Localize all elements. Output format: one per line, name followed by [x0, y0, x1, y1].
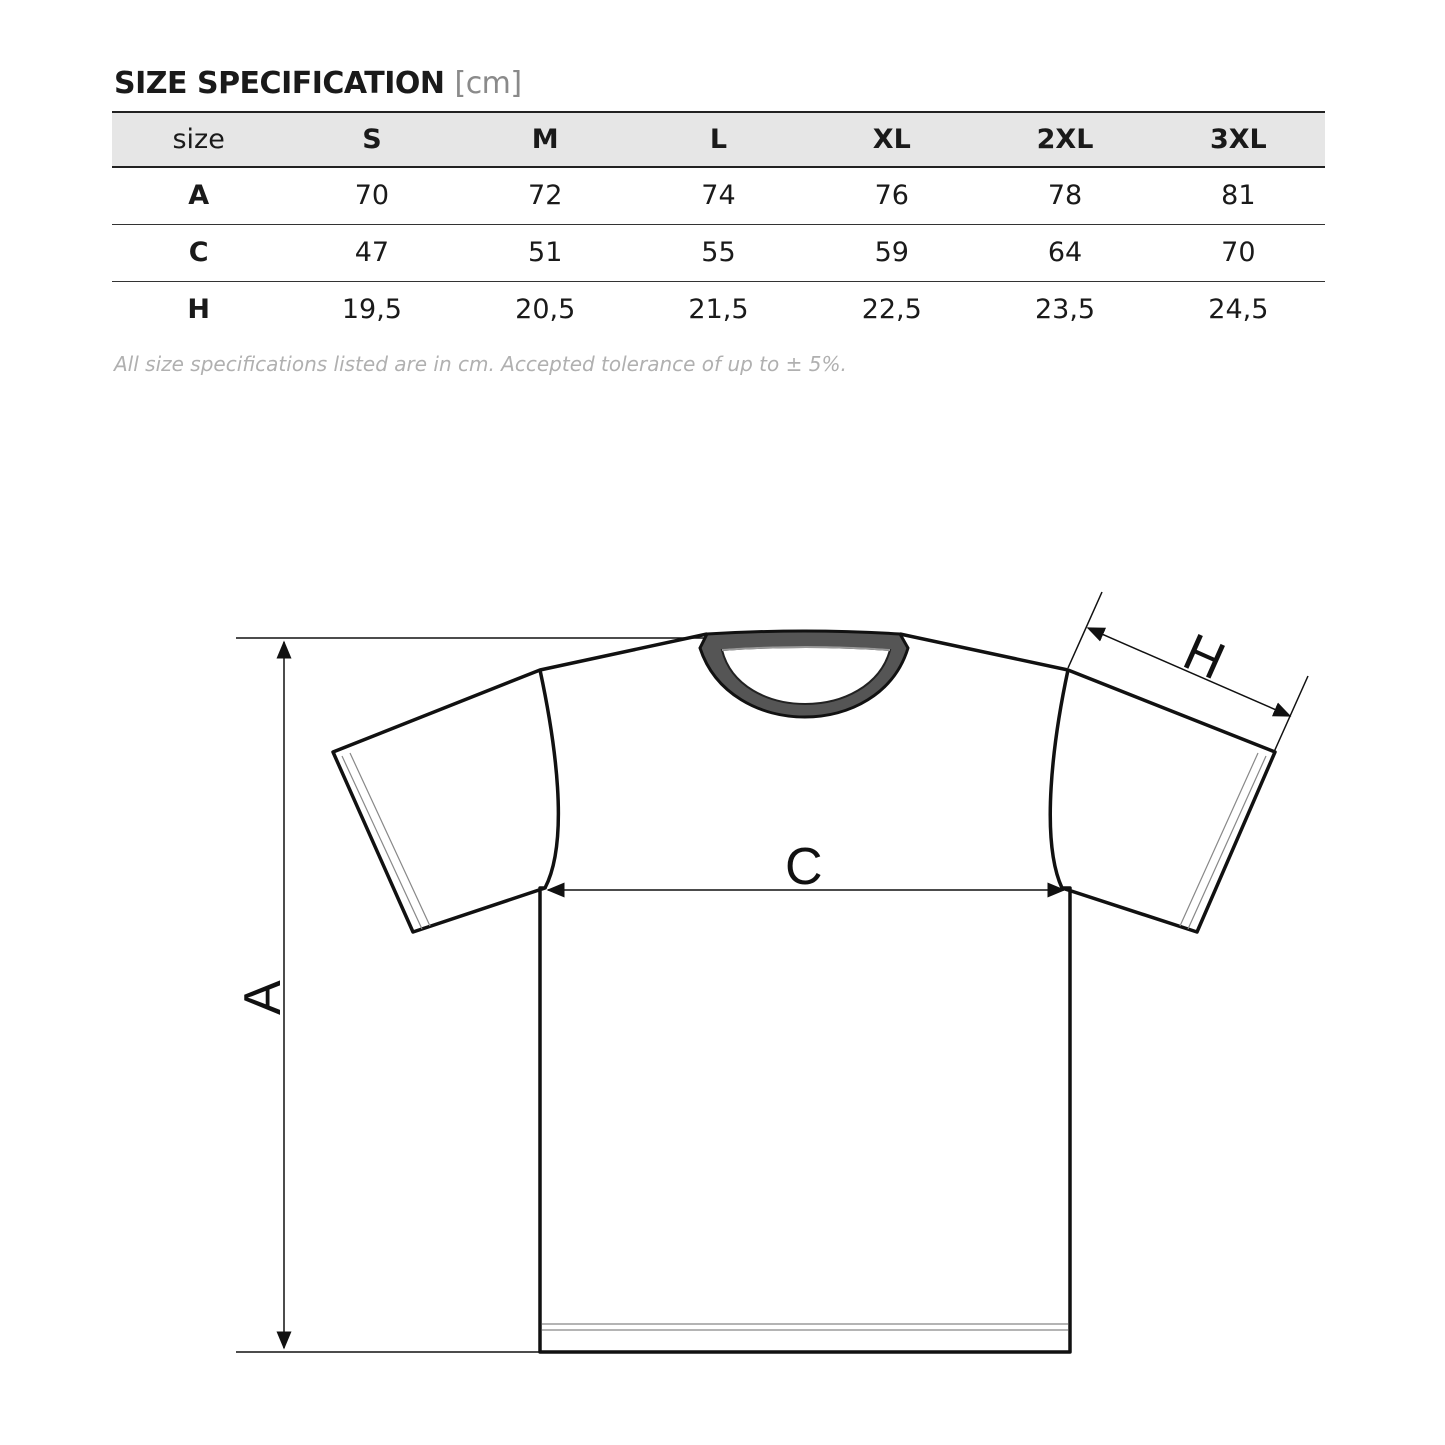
table-cell: 55	[701, 237, 736, 268]
title-text: SIZE SPECIFICATION	[114, 66, 445, 101]
table-cell: 20,5	[515, 293, 576, 325]
header-cell: XL	[872, 124, 911, 155]
table-cell: 78	[1047, 180, 1083, 212]
page-title: SIZE SPECIFICATION [cm]	[114, 66, 522, 101]
table-cell: 21,5	[688, 293, 749, 325]
collar	[698, 629, 910, 719]
table-cell: 51	[528, 237, 563, 268]
label-h: H	[1175, 623, 1233, 691]
header-cell: 2XL	[1036, 124, 1094, 155]
table-cell: 64	[1047, 237, 1083, 268]
row-label: H	[187, 293, 210, 325]
header-cell: S	[362, 124, 382, 155]
table-cell: 70	[354, 180, 390, 212]
table-cell: 24,5	[1208, 293, 1269, 325]
label-a: A	[234, 980, 292, 1015]
table-cell: 70	[1221, 237, 1256, 268]
label-c: C	[785, 838, 823, 896]
stitch-lines	[341, 752, 1267, 1331]
table-cell: 59	[874, 237, 909, 268]
table-row: A 70 72 74 76 78 81	[112, 167, 1325, 224]
row-label: C	[188, 237, 209, 268]
table-header-row: size S M L XL 2XL 3XL	[112, 112, 1325, 167]
table-cell: 76	[874, 180, 909, 212]
dimension-lines	[236, 591, 1309, 1353]
title-unit: [cm]	[454, 66, 522, 101]
dimension-h-arrow	[1086, 627, 1292, 717]
header-cell: M	[531, 124, 559, 155]
table-cell: 22,5	[861, 293, 922, 325]
header-cell: size	[172, 124, 225, 155]
table-row: H 19,5 20,5 21,5 22,5 23,5 24,5	[112, 281, 1325, 337]
header-cell: 3XL	[1209, 124, 1267, 155]
table-cell: 47	[354, 237, 390, 268]
table-cell: 74	[701, 180, 736, 212]
table-cell: 19,5	[341, 293, 402, 325]
tshirt-outline	[331, 632, 1277, 1354]
size-table: size S M L XL 2XL 3XL A 70 72 74 76 78 81 C 47 51…	[112, 111, 1325, 337]
table-cell: 72	[528, 180, 563, 212]
table-cell: 81	[1221, 180, 1256, 212]
tolerance-note: All size specifications listed are in cm…	[114, 352, 847, 376]
table-row: C 47 51 55 59 64 70	[112, 224, 1325, 281]
table-cell: 23,5	[1034, 293, 1096, 325]
row-label: A	[188, 180, 210, 212]
header-cell: L	[709, 124, 728, 155]
